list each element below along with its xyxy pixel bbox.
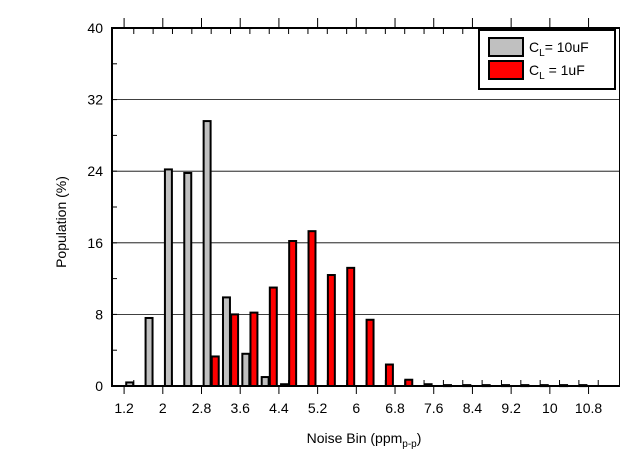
x-tick-label: 6: [352, 400, 360, 416]
x-tick-label: 9.2: [501, 400, 521, 416]
x-axis-title-subscript: p-p: [402, 439, 417, 450]
legend-swatch-10uf: [488, 37, 524, 57]
x-tick-label: 10: [542, 400, 558, 416]
x-axis-title: Noise Bin (ppmp-p): [307, 430, 422, 450]
bars: [125, 120, 588, 388]
y-tick-label: 24: [87, 163, 103, 179]
tick-labels: 0 8 16 24 32 40 1.2 2 2.8 3.6 4.4 5.2 6 6.8 7.6 8.4 9.2 1…: [87, 20, 602, 416]
x-tick-label: 7.6: [424, 400, 444, 416]
bar-cl-1uf: [268, 286, 278, 387]
grid-lines: [112, 99, 620, 315]
bar-cl-1uf: [346, 266, 356, 387]
y-axis-title: Population (%): [53, 176, 69, 268]
y-tick-label: 8: [95, 306, 103, 322]
bar-cl-10uf: [260, 376, 270, 387]
legend: CL= 10uF CL = 1uF: [478, 29, 616, 90]
y-tick-label: 0: [95, 378, 103, 394]
bar-cl-1uf: [230, 313, 240, 387]
bar-cl-1uf: [365, 318, 375, 387]
x-tick-label: 10.8: [575, 400, 602, 416]
y-tick-label: 40: [87, 20, 103, 36]
bar-cl-1uf: [307, 230, 317, 387]
bar-cl-10uf: [183, 171, 193, 387]
bar-cl-1uf: [249, 311, 259, 387]
legend-swatch-1uf: [488, 60, 524, 80]
bar-cl-10uf: [221, 296, 231, 387]
x-tick-label: 4.4: [269, 400, 289, 416]
y-tick-label: 32: [87, 92, 103, 108]
bar-cl-10uf: [144, 316, 154, 388]
bar-cl-1uf: [210, 355, 220, 387]
y-tick-label: 16: [87, 235, 103, 251]
x-tick-label: 3.6: [230, 400, 250, 416]
x-tick-label: 1.2: [114, 400, 134, 416]
bar-cl-1uf: [384, 363, 394, 387]
x-tick-label: 8.4: [463, 400, 483, 416]
bar-cl-10uf: [241, 352, 251, 387]
x-tick-label: 2.8: [192, 400, 212, 416]
x-tick-label: 6.8: [385, 400, 405, 416]
legend-label-1uf: CL = 1uF: [529, 62, 585, 82]
x-axis-title-main: Noise Bin (ppm: [307, 430, 403, 446]
x-axis-title-close: ): [417, 430, 422, 446]
bar-cl-10uf: [163, 168, 173, 387]
bar-cl-1uf: [288, 240, 298, 387]
bar-cl-1uf: [326, 274, 336, 387]
bar-cl-10uf: [202, 120, 212, 388]
x-tick-label: 2: [159, 400, 167, 416]
x-tick-label: 5.2: [308, 400, 328, 416]
legend-label-10uf: CL= 10uF: [529, 39, 589, 59]
